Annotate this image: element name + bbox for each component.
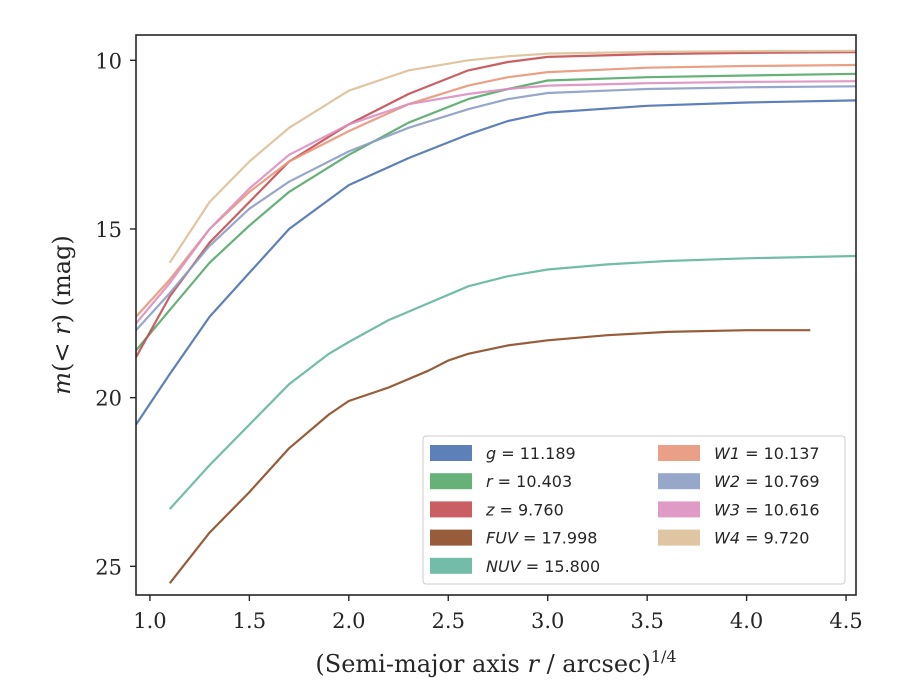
legend-label-fuv: FUV = 17.998	[486, 529, 597, 548]
y-tick-label: 15	[95, 218, 122, 242]
legend: g = 11.189 r = 10.403 z = 9.760 FUV = 17.99…	[422, 435, 846, 585]
series-layer	[135, 49, 857, 584]
legend-swatch-g	[430, 445, 472, 461]
x-axis-label: (Semi-major axis r / arcsec)1/4	[315, 647, 676, 678]
series-line-fuv	[168, 329, 811, 584]
x-tick-label: 3.0	[531, 609, 564, 633]
x-tick-label: 1.0	[133, 609, 166, 633]
series-line-w2	[135, 85, 857, 331]
y-tick-label: 25	[95, 555, 122, 579]
legend-label-w3: W3 = 10.616	[714, 500, 820, 519]
x-tick-label: 2.5	[432, 609, 465, 633]
plot-frame	[135, 34, 857, 596]
series-line-nuv	[168, 254, 857, 510]
x-tick-label: 2.0	[332, 609, 365, 633]
ticks-layer: 1.0 1.5 2.0 2.5 3.0 3.5 4.0 4.5 10 15 20 25	[95, 49, 862, 633]
x-tick-label: 1.5	[233, 609, 266, 633]
y-axis-label: m(< r) (mag)	[48, 235, 76, 395]
y-tick-label: 20	[95, 387, 122, 411]
legend-label-w2: W2 = 10.769	[714, 472, 820, 491]
legend-swatch-nuv	[430, 557, 472, 574]
legend-swatch-z	[430, 501, 472, 518]
legend-label-w1: W1 = 10.137	[714, 444, 820, 463]
legend-label-w4: W4 = 9.720	[714, 529, 809, 548]
legend-swatch-w4	[658, 529, 700, 546]
series-line-w4	[168, 49, 857, 264]
legend-label-nuv: NUV = 15.800	[486, 557, 600, 576]
x-tick-label: 3.5	[630, 609, 663, 633]
legend-swatch-r	[430, 473, 472, 490]
legend-swatch-w1	[658, 445, 700, 461]
legend-swatch-w2	[658, 473, 700, 490]
legend-box	[422, 435, 846, 585]
legend-items: g = 11.189 r = 10.403 z = 9.760 FUV = 17.99…	[430, 444, 820, 576]
series-line-w3	[135, 80, 857, 325]
legend-swatch-fuv	[430, 529, 472, 546]
series-line-g	[135, 99, 857, 426]
legend-label-z: z = 9.760	[485, 500, 564, 519]
legend-label-r: r = 10.403	[486, 472, 572, 491]
x-tick-label: 4.5	[829, 609, 862, 633]
legend-label-g: g = 11.189	[486, 444, 576, 463]
y-tick-label: 10	[95, 49, 122, 73]
x-tick-label: 4.0	[730, 609, 763, 633]
series-line-r	[135, 72, 857, 352]
legend-swatch-w3	[658, 501, 700, 518]
series-line-z	[135, 51, 857, 358]
